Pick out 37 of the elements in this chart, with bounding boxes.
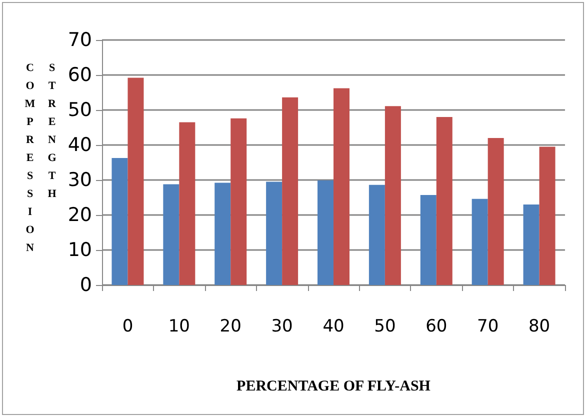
- y-tick-label: 30: [68, 169, 92, 191]
- bar: [368, 184, 385, 285]
- bar: [282, 97, 298, 285]
- bar: [179, 122, 196, 285]
- bar: [436, 117, 452, 285]
- x-tick-label: 30: [271, 316, 293, 336]
- bar: [112, 158, 128, 285]
- bar: [318, 180, 334, 285]
- x-tick-label: 70: [477, 316, 499, 336]
- y-tick-label: 20: [68, 204, 92, 226]
- y-tick-label: 50: [68, 99, 92, 121]
- y-tick-label: 40: [68, 134, 92, 156]
- bar: [266, 182, 282, 285]
- bar: [163, 184, 180, 285]
- bar: [128, 78, 144, 285]
- y-tick-label: 10: [68, 239, 92, 261]
- x-tick-label: 20: [220, 316, 242, 336]
- bar: [472, 198, 488, 285]
- bar: [214, 182, 231, 285]
- y-axis-title: COMPRESSION STRENGTH: [23, 62, 59, 262]
- x-tick-label: 60: [426, 316, 448, 336]
- bar: [420, 195, 436, 285]
- bar: [539, 146, 556, 285]
- bar: [334, 88, 350, 285]
- x-axis-title: PERCENTAGE OF FLY-ASH: [236, 378, 431, 394]
- x-tick-label: 40: [322, 316, 344, 336]
- y-tick-label: 0: [80, 274, 92, 296]
- x-tick-label: 0: [122, 316, 134, 336]
- y-tick-label: 70: [68, 29, 92, 51]
- x-tick-label: 50: [374, 316, 396, 336]
- x-tick-label: 10: [168, 316, 190, 336]
- bar: [230, 118, 247, 285]
- x-tick-label: 80: [528, 316, 550, 336]
- bar: [488, 138, 504, 285]
- y-tick-label: 60: [68, 64, 92, 86]
- bar: [384, 106, 401, 285]
- bar: [523, 204, 540, 285]
